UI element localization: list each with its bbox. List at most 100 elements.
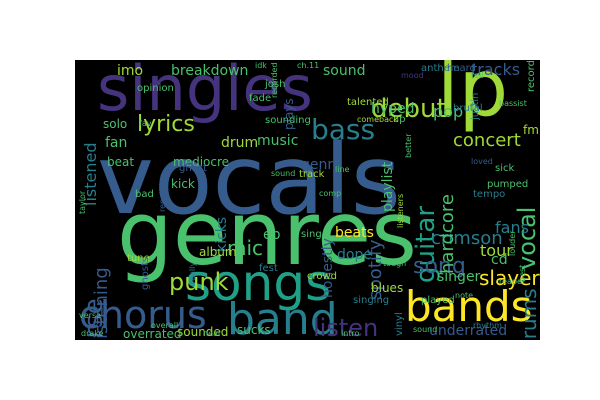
word-tempo: tempo — [473, 189, 506, 200]
word-sing: sing — [301, 229, 322, 240]
word-mood: mood — [401, 71, 424, 80]
word-reaper: reaper — [499, 277, 526, 286]
word-intro: intro — [341, 329, 360, 338]
word-bands: bands — [405, 282, 533, 331]
word-tracks: tracks — [471, 60, 521, 79]
word-drum: drum — [221, 135, 259, 151]
word-comp: comp — [319, 189, 342, 198]
word-recorded: recorded — [270, 62, 279, 98]
word-ep: ep — [263, 227, 281, 243]
word-underrated: underrated — [429, 323, 508, 339]
word-sound: sound — [323, 63, 366, 79]
word-verse-2: verse — [79, 311, 102, 320]
word-ap: ap — [393, 114, 406, 125]
word-track: track — [299, 169, 325, 180]
word-debut: debut — [371, 94, 447, 124]
word-music: music — [257, 133, 299, 149]
word-ghosts: ghosts — [140, 256, 151, 290]
word-tell: tell — [471, 71, 484, 80]
word-vinyl: vinyl — [394, 312, 405, 336]
word-vocals: vocals — [97, 124, 401, 236]
word-listen: listen — [313, 314, 379, 340]
word-bad: bad — [135, 189, 154, 200]
word-idk: idk — [255, 61, 267, 70]
word-better: better — [404, 133, 413, 158]
word-opinion: opinion — [137, 83, 174, 94]
word-line: line — [335, 165, 350, 174]
word-heard: heard — [447, 63, 476, 74]
word-lp: lp — [437, 60, 509, 134]
word-honestly: honestly — [320, 238, 336, 298]
word-fm: fm — [523, 123, 539, 137]
word-blues: blues — [371, 281, 404, 295]
word-drums: drums — [517, 288, 540, 341]
word-repetitive: repetitive — [158, 173, 167, 212]
word-talented: talented — [347, 97, 389, 108]
word-ch11: ch.11 — [297, 61, 320, 70]
word-bassist: bassist — [499, 99, 527, 108]
word-bass: bass — [311, 113, 376, 146]
word-imo: imo — [117, 63, 144, 79]
word-hear: hear — [203, 329, 222, 338]
word-breakdown: breakdown — [171, 63, 249, 79]
word-chorus: chorus — [79, 293, 207, 337]
word-song: song — [413, 254, 466, 279]
word-kick: kick — [171, 177, 195, 191]
word-fans: fans — [495, 218, 529, 237]
word-mediocre: mediocre — [173, 155, 230, 169]
word-solo: solo — [103, 117, 128, 131]
word-listeners: listeners — [396, 193, 405, 228]
word-cd: cd — [491, 252, 508, 268]
word-hyped: hyped — [371, 101, 415, 117]
word-concert: concert — [453, 130, 521, 151]
word-band: band — [227, 294, 338, 341]
word-drake: drake — [81, 329, 104, 338]
word-punk: punk — [169, 268, 229, 296]
word-fav: fav — [139, 119, 152, 128]
word-playlist: playlist — [380, 161, 396, 212]
word-lyrics: lyrics — [137, 112, 195, 137]
word-sound-2: sound — [271, 169, 296, 178]
word-tour: tour — [480, 241, 513, 260]
word-brutal: brutal — [453, 103, 483, 114]
word-beat: beat — [107, 155, 135, 169]
word-overrated: overrated — [123, 327, 182, 340]
word-note: note — [455, 291, 474, 300]
word-rhythm: rhythm — [473, 321, 502, 330]
word-josh: josh — [265, 79, 286, 90]
word-fest: fest — [259, 263, 278, 274]
word-sound-3: sound — [413, 325, 438, 334]
word-record: record — [526, 60, 537, 92]
word-singing: singing — [353, 295, 390, 306]
word-overall: overall — [151, 321, 179, 330]
word-fade: fade — [249, 93, 272, 104]
word-singles: singles — [97, 60, 313, 125]
word-hardcore: hardcore — [437, 194, 458, 274]
word-beats: beats — [335, 225, 374, 241]
word-sounded: sounded — [177, 325, 229, 339]
word-singer: singer — [437, 269, 481, 285]
word-pop: pop — [433, 102, 464, 121]
word-crowd: crowd — [307, 271, 338, 282]
word-genre: genre — [301, 157, 342, 173]
word-sick: sick — [495, 163, 515, 174]
word-ghost: ghost — [179, 163, 207, 174]
word-dope: dope — [337, 247, 372, 263]
word-played: played — [421, 295, 455, 306]
word-sounding: sounding — [265, 115, 311, 126]
word-louder: louder — [508, 230, 517, 256]
word-cloud: vocals genres singles lp songs chorus ba… — [75, 60, 540, 340]
word-genres: genres — [117, 182, 418, 285]
word-tough: tough — [383, 259, 407, 268]
word-crimson: crimson — [431, 228, 503, 249]
word-mic: mic — [227, 236, 264, 260]
word-songs: songs — [185, 254, 332, 312]
word-loved: loved — [471, 157, 493, 166]
word-anthem: anthem — [421, 63, 460, 74]
word-tune: tune — [127, 253, 150, 264]
word-album: album — [199, 245, 237, 259]
word-best: best — [518, 264, 527, 282]
word-pumped: pumped — [487, 179, 529, 190]
word-vocal: vocal — [513, 206, 540, 270]
word-sucks: sucks — [237, 323, 271, 337]
